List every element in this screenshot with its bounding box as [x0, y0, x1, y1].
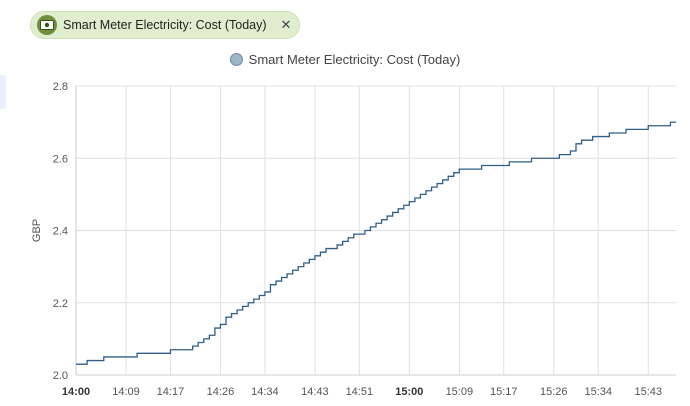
y-tick-label: 2.4	[53, 226, 68, 238]
entity-chip[interactable]: Smart Meter Electricity: Cost (Today) ✕	[30, 11, 301, 39]
x-tick-label: 14:00	[62, 386, 90, 398]
close-icon[interactable]: ✕	[280, 17, 292, 32]
y-tick-label: 2.2	[53, 298, 68, 310]
x-tick-label: 14:09	[112, 386, 140, 398]
y-tick-label: 2.8	[53, 81, 68, 93]
x-tick-label: 15:34	[584, 386, 612, 398]
entity-chip-label: Smart Meter Electricity: Cost (Today)	[63, 18, 267, 32]
series-line[interactable]	[76, 121, 676, 365]
x-tick-label: 15:26	[540, 386, 568, 398]
chart-legend[interactable]: Smart Meter Electricity: Cost (Today)	[0, 52, 690, 67]
x-tick-label: 15:17	[490, 386, 518, 398]
x-tick-label: 15:43	[634, 386, 662, 398]
x-tick-label: 15:09	[446, 386, 474, 398]
legend-color-swatch	[229, 53, 243, 66]
y-tick-label: 2.6	[53, 153, 68, 165]
cash-icon	[37, 15, 57, 35]
legend-label: Smart Meter Electricity: Cost (Today)	[248, 52, 461, 67]
x-tick-label: 14:26	[207, 386, 235, 398]
x-tick-label: 14:51	[346, 386, 374, 398]
x-tick-label: 14:34	[251, 386, 279, 398]
x-tick-label: 14:43	[301, 386, 329, 398]
x-tick-label: 15:00	[395, 386, 423, 398]
sidebar-edge-highlight	[0, 75, 6, 109]
x-tick-label: 14:17	[157, 386, 185, 398]
y-tick-label: 2.0	[53, 370, 68, 382]
y-axis-title: GBP	[31, 219, 43, 242]
